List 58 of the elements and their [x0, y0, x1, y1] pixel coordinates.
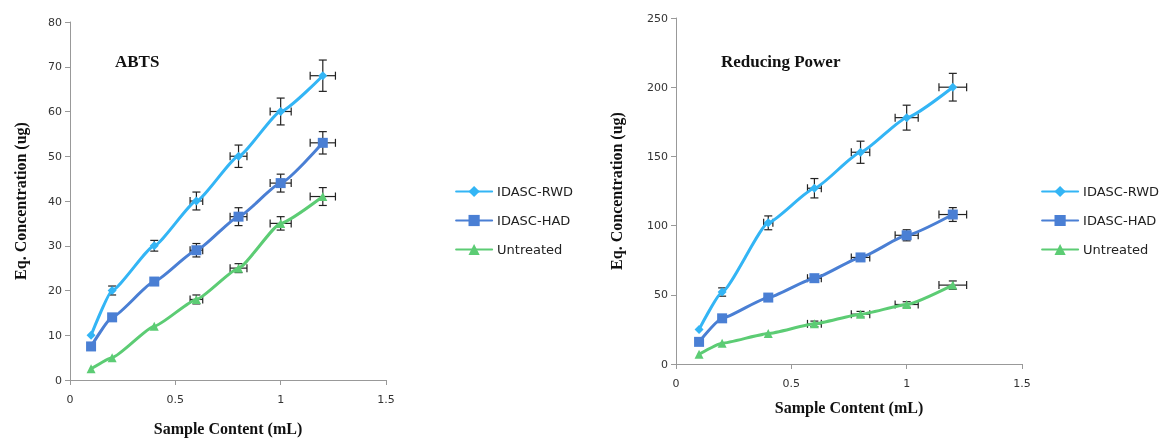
x-axis-title: Sample Content (mL) — [153, 419, 303, 438]
point — [149, 276, 160, 287]
legend-label: Untreated — [1083, 242, 1149, 257]
y-axis-title: Eq. Concentration (ug) — [11, 122, 30, 280]
y-tick-label: 150 — [647, 149, 668, 163]
y-tick-label: 40 — [48, 194, 62, 208]
y-tick-label: 30 — [48, 239, 62, 253]
point — [275, 178, 286, 189]
x-tick-label: 1.5 — [1013, 377, 1031, 390]
point — [694, 324, 704, 334]
legend-label: IDASC-HAD — [497, 213, 571, 228]
point — [86, 330, 96, 340]
point — [694, 336, 705, 347]
y-tick-label: 50 — [48, 149, 62, 163]
y-tick-label: 80 — [48, 15, 62, 29]
x-tick-label: 0.5 — [782, 377, 801, 390]
point — [902, 113, 912, 123]
y-tick-label: 250 — [647, 11, 668, 25]
text: Reducing Power — [721, 52, 841, 71]
x-tick-label: 1 — [903, 377, 911, 390]
point — [107, 312, 118, 323]
legend-label: Untreated — [497, 242, 563, 257]
point — [86, 364, 96, 374]
x-tick-label: 0.5 — [166, 393, 185, 406]
y-tick-label: 200 — [647, 80, 668, 94]
y-tick-label: 10 — [48, 328, 62, 342]
point — [276, 107, 286, 116]
legend-label: IDASC-HAD — [1083, 213, 1157, 228]
legend-label: IDASC-RWD — [1083, 184, 1160, 199]
point — [694, 349, 704, 359]
text: ABTS — [115, 52, 160, 71]
x-tick-label: 1.5 — [377, 393, 395, 406]
point — [763, 292, 774, 303]
point — [318, 192, 328, 202]
point — [318, 71, 328, 81]
point — [948, 82, 958, 92]
x-tick-label: 0 — [672, 377, 680, 390]
point — [717, 338, 727, 348]
y-tick-label: 50 — [654, 288, 668, 302]
point — [149, 321, 159, 331]
x-tick-label: 0 — [66, 393, 74, 406]
point — [856, 147, 866, 157]
y-tick-label: 70 — [48, 60, 62, 74]
point — [317, 137, 328, 148]
y-tick-label: 60 — [48, 105, 62, 118]
x-tick-label: 1 — [277, 393, 285, 406]
y-tick-label: 100 — [647, 219, 668, 233]
point — [233, 211, 244, 222]
point — [86, 341, 97, 352]
point — [107, 353, 117, 363]
y-tick-label: 20 — [48, 284, 62, 297]
legend-label: IDASC-RWD — [497, 184, 574, 199]
y-tick-label: 0 — [661, 357, 668, 371]
x-axis-title: Sample Content (mL) — [774, 398, 924, 417]
point — [855, 252, 866, 263]
point — [717, 313, 728, 324]
y-axis-title: Eq. Concentration (ug) — [607, 112, 626, 270]
point — [234, 151, 244, 161]
